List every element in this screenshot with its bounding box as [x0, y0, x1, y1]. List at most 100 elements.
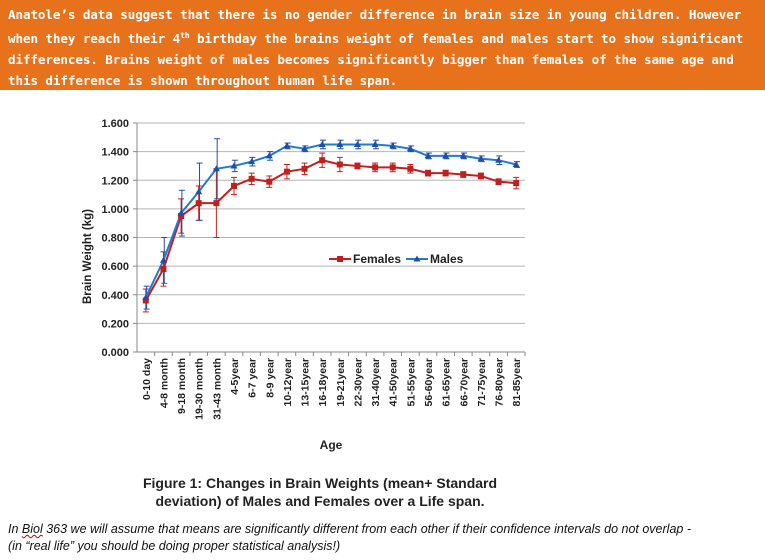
x-tick-label: 16-18year [317, 358, 329, 406]
x-tick-label: 4-8 month [158, 358, 170, 408]
males-point [212, 165, 220, 172]
females-point [248, 175, 255, 182]
series-markers [142, 140, 520, 304]
x-tick-label: 51-55year [405, 358, 417, 406]
legend-males-marker [413, 255, 421, 262]
females-point [425, 170, 431, 177]
y-tick-labels: 0.000 0.200 0.400 0.600 0.800 1.000 1.200 1.400… [101, 118, 137, 359]
females-point [460, 171, 467, 178]
footnote-prefix: In [8, 522, 22, 536]
females-point [266, 178, 273, 185]
females-point [195, 200, 202, 207]
x-tick-label: 9-18 month [176, 358, 188, 414]
caption-line-2: deviation) of Males and Females over a L… [155, 493, 485, 509]
legend-females-label: Females [353, 252, 401, 266]
x-tick-label: 10-12year [282, 358, 294, 406]
x-tick-label: 22-30year [352, 358, 364, 406]
y-tick-label: 0.200 [101, 318, 129, 330]
females-point [301, 165, 308, 172]
males-point [177, 209, 185, 216]
x-tick-label: 8-9 year [264, 358, 276, 398]
x-tick-label: 81-85year [511, 358, 523, 406]
males-point [142, 294, 150, 301]
legend-females-marker [337, 256, 343, 262]
females-point [178, 213, 185, 220]
caption-line-1: Figure 1: Changes in Brain Weights (mean… [142, 475, 498, 491]
summary-text-part2: birthday the brains weight of females an… [8, 31, 744, 89]
course-name: Biol [21, 522, 43, 536]
y-tick-label: 0.400 [101, 290, 129, 302]
females-point [513, 180, 520, 187]
males-point [230, 162, 238, 169]
footnote-line-2: (in “real life” you should be doing prop… [8, 539, 341, 553]
y-tick-label: 1.000 [101, 204, 129, 216]
males-point [371, 140, 379, 147]
males-point [248, 158, 256, 165]
females-point [389, 164, 396, 171]
y-tick-label: 1.600 [101, 118, 129, 130]
legend-males-label: Males [430, 252, 464, 266]
males-point [353, 140, 361, 147]
summary-text: Anatole’s data suggest that there is no … [8, 4, 757, 91]
females-point [372, 164, 379, 171]
y-axis-title: Brain Weight (kg) [82, 209, 94, 304]
x-tick-label: 41-50year [388, 358, 400, 406]
males-point [459, 152, 467, 159]
males-point [159, 256, 167, 263]
females-point [142, 297, 149, 304]
males-point [477, 155, 485, 162]
males-point [406, 145, 414, 152]
females-point [407, 165, 414, 172]
x-tick-label: 31-40year [370, 358, 382, 406]
footnote-line-1-rest: 363 we will assume that means are signif… [42, 522, 691, 536]
error-bars [142, 138, 520, 313]
x-tick-label: 0-10 day [141, 358, 153, 400]
y-tick-label: 1.200 [101, 175, 129, 187]
x-tick-label: 13-15year [300, 358, 312, 406]
footnote-line-1: In Biol 363 we will assume that means ar… [8, 521, 763, 538]
x-tick-label: 61-65year [441, 358, 453, 406]
males-point [283, 142, 291, 149]
males-point [318, 140, 326, 147]
x-tick-label: 19-21year [335, 358, 347, 406]
males-point [265, 152, 273, 159]
females-point [477, 172, 484, 179]
x-tick-labels: 0-10 day 4-8 month 9-18 month 19-30 month 31… [141, 352, 526, 420]
x-tick-label: 66-70year [458, 358, 470, 406]
x-tick-label: 4-5year [229, 358, 241, 395]
males-point [512, 161, 520, 168]
males-point [336, 140, 344, 147]
x-axis-title: Age [320, 438, 343, 452]
males-point [389, 142, 397, 149]
males-point [495, 156, 503, 163]
males-point [442, 152, 450, 159]
chart-legend: Females Males [329, 252, 464, 266]
males-series-line [144, 143, 517, 299]
females-point [336, 161, 343, 168]
females-point [283, 168, 290, 175]
ordinal-suffix: th [180, 31, 190, 40]
males-point [301, 145, 309, 152]
chart-gridlines [137, 122, 525, 324]
y-tick-label: 1.400 [101, 147, 129, 159]
x-tick-label: 31-43 month [211, 358, 223, 420]
x-tick-label: 76-80year [494, 358, 506, 406]
females-point [319, 157, 326, 164]
x-tick-label: 6-7 year [247, 358, 259, 398]
females-point [442, 170, 449, 177]
footnote: In Biol 363 we will assume that means ar… [8, 521, 763, 555]
x-tick-label: 71-75year [476, 358, 488, 406]
x-tick-label: 56-60year [423, 358, 435, 406]
summary-text-part1: Anatole’s data suggest that there is no … [8, 7, 742, 47]
y-tick-label: 0.800 [101, 233, 129, 245]
females-series-line [144, 159, 517, 301]
brain-weight-chart: 0.000 0.200 0.400 0.600 0.800 1.000 1.200 1.400… [82, 118, 526, 452]
females-point [160, 265, 167, 272]
x-tick-label: 19-30 month [194, 358, 206, 420]
females-point [231, 182, 237, 189]
males-point [424, 152, 432, 159]
females-point [354, 162, 361, 169]
y-tick-label: 0.600 [101, 261, 129, 273]
summary-banner: Anatole’s data suggest that there is no … [0, 0, 765, 90]
females-point [213, 200, 220, 207]
